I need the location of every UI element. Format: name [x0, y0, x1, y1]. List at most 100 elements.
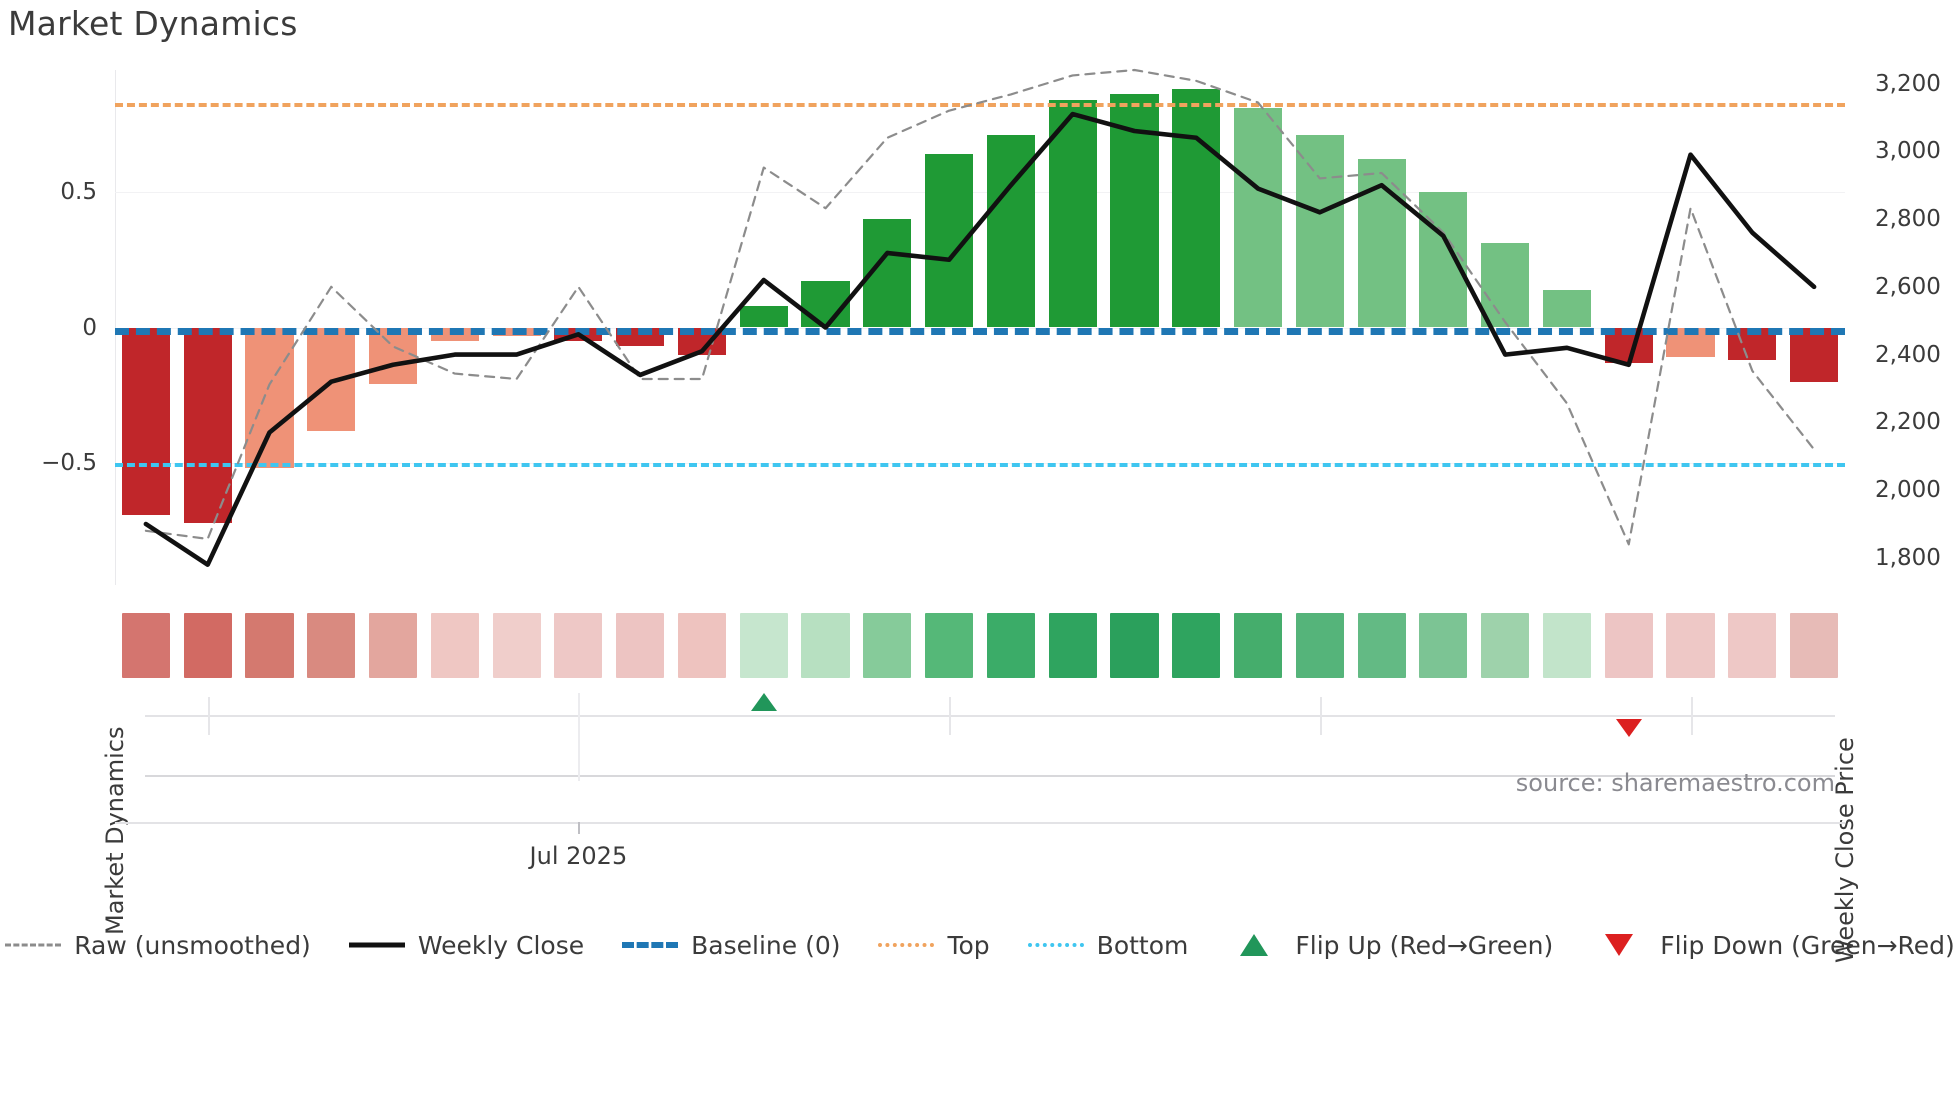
reference-line-top: [115, 102, 1845, 107]
bar-W18[interactable]: [1172, 88, 1221, 328]
heat-cell-W23[interactable]: [1481, 613, 1530, 678]
heat-cell-W15[interactable]: [986, 613, 1035, 678]
heat-cell-W13[interactable]: [863, 613, 912, 678]
heat-cell-W5[interactable]: [368, 613, 418, 678]
heat-cell-W11[interactable]: [739, 613, 788, 678]
heat-cell-W14[interactable]: [925, 613, 974, 678]
legend-swatch: [622, 935, 679, 955]
legend-label: Flip Up (Red→Green): [1295, 930, 1554, 960]
right-tick-label: 1,800: [1875, 544, 1941, 571]
left-tick-label: 0.5: [60, 178, 97, 205]
heat-cell-W8[interactable]: [554, 613, 603, 678]
source-row: source: sharemaestro.com: [115, 735, 1845, 815]
right-tick-label: 2,800: [1875, 206, 1941, 233]
heat-cell-W10[interactable]: [677, 613, 727, 678]
legend-item-baseline-0[interactable]: Baseline (0): [622, 931, 840, 960]
legend-label: Weekly Close: [417, 930, 585, 960]
heat-cell-W2[interactable]: [183, 613, 232, 678]
heat-cell-W25[interactable]: [1604, 613, 1653, 678]
legend-swatch: [1027, 935, 1084, 955]
legend-item-bottom[interactable]: Bottom: [1027, 930, 1189, 960]
market-dynamics-heat-strip: [115, 613, 1845, 678]
plot-area: 0.5 0 −0.5 3,200 3,000 2,800 2,600 2,400 2,200 2…: [41, 68, 1941, 963]
flip-down-marker[interactable]: [1615, 719, 1642, 737]
flip-axis-tick: [949, 697, 952, 735]
legend-down-triangle-icon: [1605, 934, 1634, 956]
bar-W20[interactable]: [1295, 135, 1344, 328]
bar-W28[interactable]: [1790, 327, 1839, 382]
raw-unsmoothed-line: [144, 68, 1816, 546]
legend-item-raw-unsmoothed[interactable]: Raw (unsmoothed): [5, 931, 311, 960]
heat-cell-W4[interactable]: [307, 613, 356, 678]
legend-line-icon: [1027, 943, 1084, 947]
flip-markers-row: [115, 693, 1845, 753]
right-tick-label: 2,400: [1875, 341, 1941, 368]
heat-cell-W12[interactable]: [801, 613, 850, 678]
heat-cell-W7[interactable]: [492, 613, 541, 678]
bar-W22[interactable]: [1419, 191, 1468, 328]
weekly-close-line: [143, 111, 1817, 567]
left-tick-label: 0: [82, 314, 97, 341]
heat-cell-W28[interactable]: [1790, 613, 1839, 678]
bar-W12[interactable]: [801, 281, 850, 328]
bar-W5[interactable]: [368, 327, 418, 385]
legend-item-flip-up-red-green[interactable]: Flip Up (Red→Green): [1226, 931, 1553, 960]
flip-up-marker[interactable]: [750, 693, 777, 711]
bar-W3[interactable]: [245, 327, 294, 469]
heat-cell-W6[interactable]: [430, 613, 479, 678]
bar-W19[interactable]: [1233, 107, 1283, 328]
heat-cell-W26[interactable]: [1666, 613, 1715, 678]
bar-W2[interactable]: [183, 327, 232, 523]
bar-W16[interactable]: [1048, 99, 1097, 328]
heat-cell-W9[interactable]: [616, 613, 665, 678]
heat-cell-W21[interactable]: [1357, 613, 1406, 678]
legend-swatch: [5, 935, 62, 955]
heat-cell-W27[interactable]: [1728, 613, 1777, 678]
legend-label: Baseline (0): [691, 930, 841, 960]
legend-line-icon: [5, 943, 62, 947]
legend-line-icon: [348, 942, 405, 948]
legend-label: Raw (unsmoothed): [74, 930, 311, 960]
right-tick-label: 2,200: [1875, 409, 1941, 436]
heat-cell-W18[interactable]: [1172, 613, 1221, 678]
heat-cell-W16[interactable]: [1048, 613, 1097, 678]
bar-W11[interactable]: [739, 305, 788, 328]
time-guide-line: [578, 693, 581, 749]
chart-legend: Raw (unsmoothed) Weekly Close Baseline (0)…: [0, 920, 1960, 970]
bar-W23[interactable]: [1481, 243, 1530, 328]
heat-cell-W22[interactable]: [1419, 613, 1468, 678]
source-divider: [145, 775, 1835, 777]
legend-item-weekly-close[interactable]: Weekly Close: [348, 930, 585, 960]
time-guide-line: [578, 735, 581, 781]
heat-cell-W3[interactable]: [245, 613, 294, 678]
x-axis-tick: [578, 822, 581, 834]
reference-line-bottom: [115, 463, 1845, 468]
legend-line-icon: [622, 942, 679, 948]
heat-cell-W20[interactable]: [1295, 613, 1344, 678]
right-tick-label: 2,000: [1875, 477, 1941, 504]
x-axis: Jul 2025: [115, 822, 1845, 902]
heat-cell-W17[interactable]: [1110, 613, 1159, 678]
x-axis-line: [115, 822, 1845, 824]
legend-item-flip-down-green-red[interactable]: Flip Down (Green→Red): [1591, 931, 1955, 960]
legend-up-triangle-icon: [1240, 934, 1269, 956]
chart-title: Market Dynamics: [8, 4, 298, 43]
gridline-0: [115, 191, 1845, 193]
heat-cell-W19[interactable]: [1233, 613, 1283, 678]
legend-line-icon: [878, 943, 935, 947]
flip-axis-tick: [207, 697, 210, 735]
bar-W24[interactable]: [1542, 289, 1592, 328]
line-series-layer: [143, 68, 1817, 567]
right-tick-label: 3,200: [1875, 70, 1941, 97]
heat-cell-W1[interactable]: [121, 613, 170, 678]
legend-item-top[interactable]: Top: [878, 930, 990, 960]
legend-label: Flip Down (Green→Red): [1660, 930, 1955, 960]
legend-swatch: [878, 935, 935, 955]
legend-label: Bottom: [1096, 930, 1189, 960]
heat-cell-W24[interactable]: [1542, 613, 1592, 678]
right-tick-label: 3,000: [1875, 138, 1941, 165]
legend-label: Top: [947, 930, 990, 960]
bar-W1[interactable]: [121, 327, 170, 515]
flip-axis-tick: [1319, 697, 1322, 735]
legend-swatch: [348, 935, 405, 955]
